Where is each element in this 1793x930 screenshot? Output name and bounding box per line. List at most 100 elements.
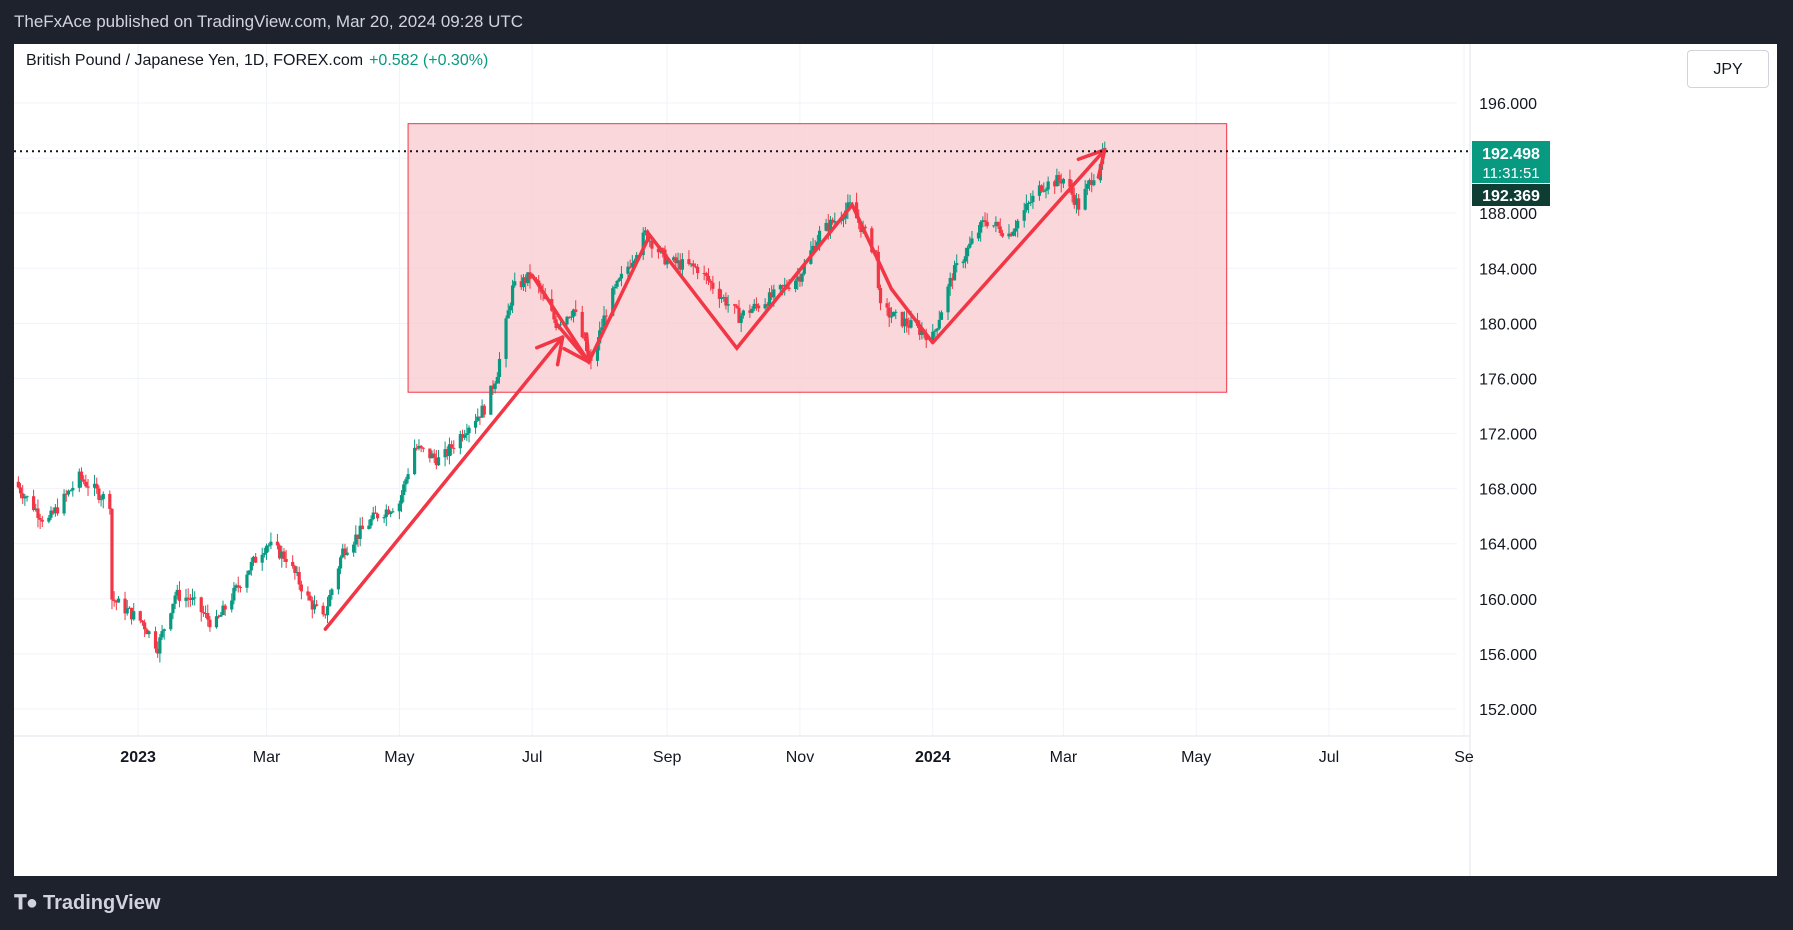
candle-body [31,496,36,511]
candle-body [55,507,60,514]
candle-body [325,606,330,616]
time-tick-label: Se [1454,749,1474,766]
time-axis[interactable]: 2023 Mar May Jul Sep Nov 2024 Mar May Jul Se [14,735,1474,766]
candle-body [719,297,724,299]
candle-body [948,277,952,287]
candle-body [1013,228,1018,232]
candle-body [770,292,774,298]
candle-body [247,570,251,575]
candle-body [558,324,563,326]
candle-body [931,331,935,341]
candle-body [299,584,303,592]
candle-body [582,337,587,339]
candle-body [778,285,782,290]
candle-body [473,420,478,428]
candle-body [1055,175,1059,187]
candle-body [175,589,179,596]
candle-body [369,519,373,526]
candle-body [1072,194,1076,205]
candle-body [452,447,456,449]
candle-body [177,589,182,601]
candle-body [269,541,273,546]
candle-body [465,433,469,435]
candle-body [863,226,867,229]
candle-body [428,448,432,459]
candle-body [312,604,317,610]
candle-body [693,266,698,268]
time-tick-label: Jul [1319,749,1339,766]
candle-body [617,278,621,281]
candle-body [280,551,284,559]
candle-body [552,310,556,320]
candle-body [689,263,693,265]
candle-body [1087,180,1092,184]
candle-body [110,508,114,600]
candle-body [878,288,883,304]
candle-body [998,226,1002,234]
price-tick-label: 156.000 [1479,647,1537,664]
candle-body [156,648,160,654]
candle-body [907,325,911,328]
candle-body [574,309,578,312]
candle-body [802,263,806,274]
candle-body [994,221,998,226]
candle-body [382,517,386,519]
candle-body [846,202,850,211]
candle-body [841,218,846,220]
candle-body [116,598,121,603]
candle-body [99,499,103,501]
candle-body [23,496,27,499]
candle-body [665,260,669,265]
brand-name: TradingView [42,892,161,914]
candle-body [493,383,497,389]
candle-body [1009,233,1013,236]
candle-body [595,343,600,361]
candle-body [704,273,708,276]
candle-body [824,222,828,231]
candle-body [950,277,954,281]
candle-body [171,603,175,614]
candle-body [232,587,236,601]
candle-body [961,261,965,264]
candle-body [1053,181,1057,187]
price-badges: 192.498 11:31:51 192.369 [1472,141,1550,206]
candle-body [600,327,604,331]
candle-body [262,553,266,555]
candle-body [343,548,347,555]
candle-body [741,310,745,316]
footer-brand[interactable]: 𝐓● TradingView [14,876,160,930]
candle-body [1090,180,1094,186]
candle-body [752,303,756,309]
candle-body [735,305,739,308]
candle-body [127,607,131,609]
price-tick-label: 164.000 [1479,537,1537,554]
candle-body [976,232,981,239]
candle-body [208,619,212,628]
currency-button[interactable]: JPY [1687,50,1769,88]
candle-body [763,304,767,309]
candle-body [641,232,645,256]
candle-body [580,311,584,338]
candle-body [38,517,42,520]
candle-body [900,311,904,327]
candle-body [939,312,944,320]
candle-body [1074,198,1079,205]
candle-body [796,276,800,281]
candle-body [737,307,741,323]
candle-body [297,572,301,585]
candle-body [238,587,243,589]
candle-body [417,445,421,449]
candle-body [406,474,410,480]
chart-panel[interactable]: 152.000 156.000 160.000 164.000 168.000 172.0… [14,44,1777,876]
candle-body [447,444,452,457]
candle-body [870,228,874,253]
candle-body [495,376,499,384]
candle-body [767,292,772,306]
symbol-info[interactable]: British Pound / Japanese Yen, 1D, FOREX.… [26,52,488,70]
candle-body [1022,210,1026,221]
trend-arrow-head [1096,148,1107,179]
price-chart[interactable]: 152.000 156.000 160.000 164.000 168.000 172.0… [14,44,1777,876]
candle-body [86,486,90,488]
candle-body [436,457,441,466]
candle-body [482,405,486,415]
